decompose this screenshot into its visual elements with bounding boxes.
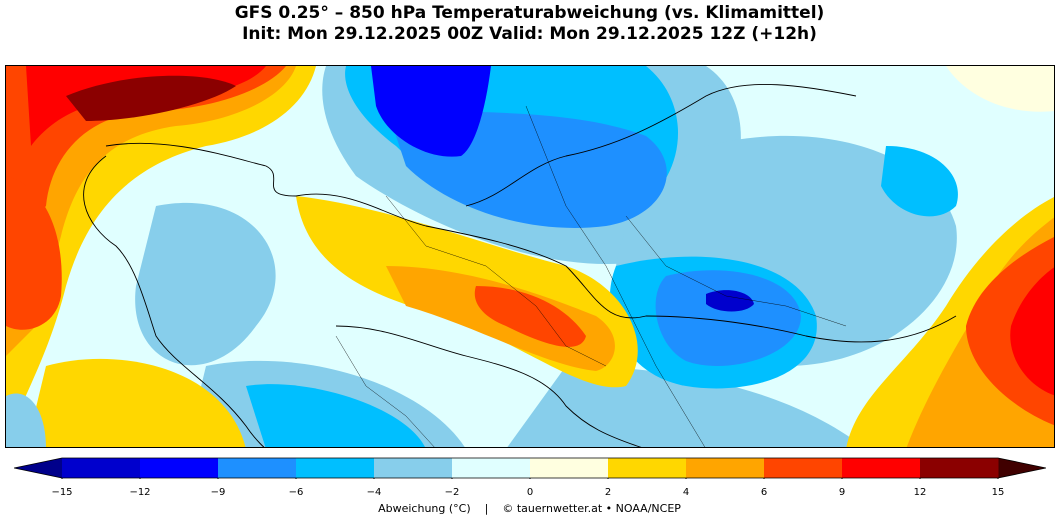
colorbar-tick-label: 2 [604,487,612,498]
colorbar-segment [296,458,375,478]
colorbar-tick-label: −4 [366,487,382,498]
colorbar-tick-label: −15 [51,487,73,498]
anomaly-region [946,66,1054,112]
map-title: GFS 0.25° – 850 hPa Temperaturabweichung… [234,3,825,23]
anomaly-region [6,66,286,246]
anomaly-region [655,270,801,366]
colorbar [14,457,1046,479]
map-field [6,66,1054,447]
colorbar-segment [62,458,141,478]
anomaly-region [246,384,425,447]
colorbar-tick-label: 0 [526,487,534,498]
colorbar-segment [374,458,453,478]
colorbar-tick-label: 12 [913,487,927,498]
colorbar-segment [452,458,531,478]
colorbar-tick-label: −2 [444,487,460,498]
colorbar-segment [140,458,219,478]
anomaly-region [6,176,62,330]
anomaly-region [135,202,276,366]
temperature-anomaly-map [5,65,1055,448]
colorbar-segment [686,458,765,478]
borders [335,105,847,447]
anomaly-region [881,146,958,217]
colorbar-tick-label: 6 [760,487,768,498]
colorbar-tick-label: −12 [129,487,151,498]
colorbar-under-arrow [14,458,62,478]
colorbar-segment [764,458,843,478]
colorbar-segment [842,458,921,478]
anomaly-region [371,66,491,157]
anomaly-region [26,358,246,447]
colorbar-label: Abweichung (°C) [378,502,471,515]
anomaly-region [507,366,864,447]
colorbar-segment [608,458,687,478]
anomaly-region [1010,267,1054,396]
colorbar-tick-label: 4 [682,487,690,498]
colorbar-segment [920,458,999,478]
colorbar-segment [530,458,609,478]
anomaly-region [706,290,754,312]
colorbar-tick-label: 15 [991,487,1005,498]
coastlines [83,84,957,447]
anomaly-region [474,286,586,347]
colorbar-tick-label: −9 [210,487,226,498]
separator: | [484,502,489,515]
colorbar-tick-label: 9 [838,487,846,498]
credit-text: © tauernwetter.at • NOAA/NCEP [502,502,681,515]
colorbar-footer: Abweichung (°C) | © tauernwetter.at • NO… [0,502,1059,515]
colorbar-segment [218,458,297,478]
anomaly-region [66,75,236,121]
anomaly-region [6,393,46,447]
colorbar-tick-label: −6 [288,487,304,498]
map-subtitle: Init: Mon 29.12.2025 00Z Valid: Mon 29.1… [242,24,817,44]
colorbar-over-arrow [998,458,1046,478]
